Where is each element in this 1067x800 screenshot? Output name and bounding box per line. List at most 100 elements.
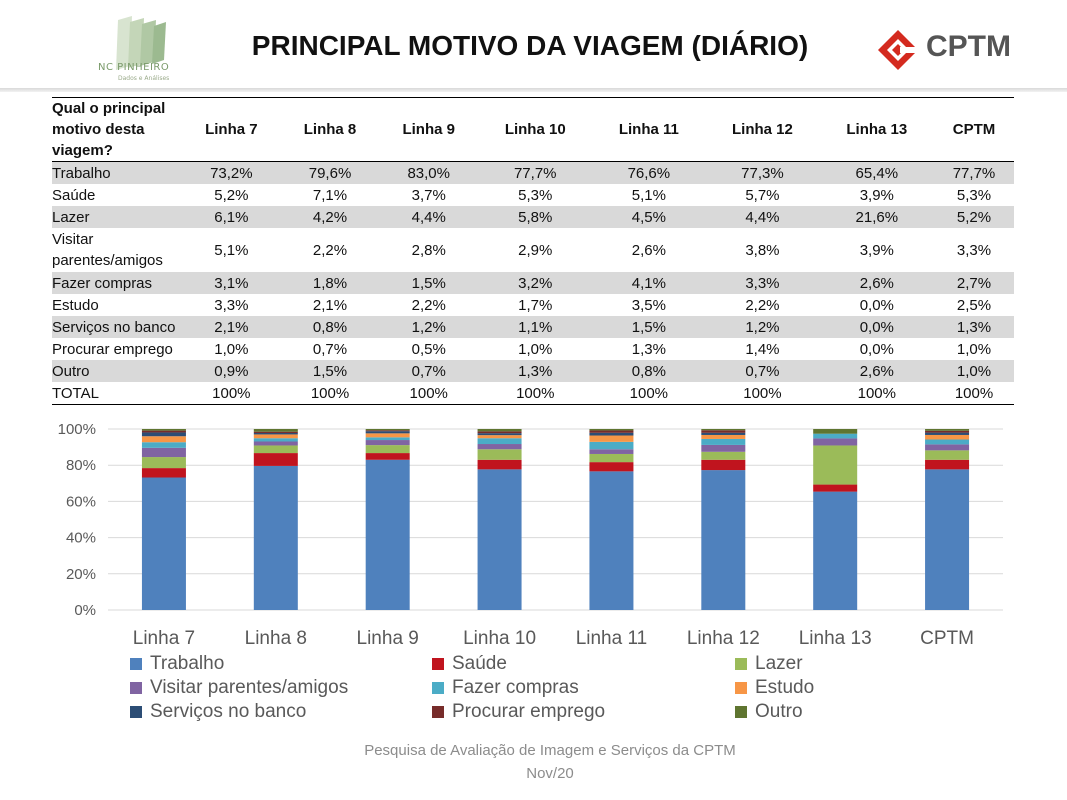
bar-segment bbox=[365, 430, 410, 432]
y-tick-label: 40% bbox=[66, 530, 96, 547]
table-row: Estudo 3,3% 2,1% 2,2% 1,7% 3,5% 2,2% 0,0% 2,5% bbox=[52, 294, 1014, 316]
legend-swatch bbox=[130, 682, 142, 694]
table-cell: 100% bbox=[705, 382, 820, 405]
bar-segment bbox=[701, 430, 746, 433]
bar-segment bbox=[701, 444, 746, 452]
table-cell: 1,3% bbox=[631, 340, 666, 358]
bar-segment bbox=[589, 432, 634, 436]
table-cell: 4,2% bbox=[280, 206, 380, 228]
row-label: TOTAL bbox=[52, 382, 182, 405]
table-cell: 2,1% bbox=[312, 296, 348, 314]
col-header: Linha 10 bbox=[478, 97, 593, 162]
table-cell: 5,2% bbox=[934, 206, 1014, 228]
table-cell: 3,2% bbox=[478, 272, 593, 294]
bar-segment bbox=[925, 450, 970, 460]
row-label: Saúde bbox=[52, 186, 96, 204]
bar-segment bbox=[477, 444, 522, 450]
table-row: TOTAL 100% 100% 100% 100% 100% 100% 100% 100% bbox=[52, 382, 1014, 405]
x-tick-label: Linha 10 bbox=[463, 628, 536, 649]
legend-swatch bbox=[432, 658, 444, 670]
bar-segment bbox=[589, 430, 634, 433]
x-tick-label: Linha 9 bbox=[357, 628, 419, 649]
legend-label: Serviços no banco bbox=[150, 701, 307, 722]
bar-segment bbox=[589, 441, 634, 450]
row-label: Estudo bbox=[52, 296, 99, 314]
row-label: Trabalho bbox=[52, 161, 182, 184]
table-row: Trabalho 73,2% 79,6% 83,0% 77,7% 76,6% 77,3% 65… bbox=[52, 161, 1014, 184]
bar-segment bbox=[253, 465, 298, 610]
table-cell: 100% bbox=[819, 382, 934, 405]
table-cell: 4,1% bbox=[592, 272, 706, 294]
table-cell: 1,4% bbox=[745, 340, 780, 358]
table-cell: 2,8% bbox=[411, 241, 446, 259]
table-cell: 2,5% bbox=[956, 296, 992, 314]
page-title: PRINCIPAL MOTIVO DA VIAGEM (DIÁRIO) bbox=[251, 30, 809, 61]
table-cell: 100% bbox=[182, 382, 281, 405]
bar-segment bbox=[925, 439, 970, 445]
bar-segment bbox=[253, 445, 298, 454]
table-cell: 77,7% bbox=[934, 161, 1014, 184]
bar-segment bbox=[253, 441, 298, 446]
logo-left-subtitle: Dados e Análises bbox=[118, 75, 170, 82]
legend-label: Fazer compras bbox=[452, 677, 579, 698]
bar-segment bbox=[477, 459, 522, 470]
table-cell: 1,0% bbox=[214, 340, 249, 358]
table-cell: 5,1% bbox=[631, 186, 666, 204]
bar-segment bbox=[589, 462, 634, 472]
table-cell: 1,3% bbox=[478, 360, 593, 382]
bar-segment bbox=[701, 429, 746, 431]
bar-segment bbox=[141, 468, 186, 478]
table-row: Fazer compras 3,1% 1,8% 1,5% 3,2% 4,1% 3,3% 2,6… bbox=[52, 272, 1014, 294]
bar-segment bbox=[589, 471, 634, 610]
nc-pinheiro-logo bbox=[116, 16, 166, 70]
table-cell: 0,9% bbox=[182, 360, 281, 382]
table-row: Visitar parentes/amigos 5,1% 2,2% 2,8% 2,9% 2… bbox=[52, 228, 1014, 272]
y-tick-label: 60% bbox=[66, 493, 96, 510]
table-header-row: Qual o principal motivo desta viagem? Li… bbox=[52, 97, 1014, 162]
table-cell: 3,5% bbox=[631, 296, 666, 314]
table-cell: 2,2% bbox=[411, 296, 446, 314]
bar-segment bbox=[701, 459, 746, 471]
bar-segment bbox=[141, 477, 186, 610]
bar-segment bbox=[925, 432, 970, 435]
y-tick-label: 100% bbox=[58, 421, 96, 438]
bar-segment bbox=[365, 440, 410, 446]
bar-segment bbox=[477, 431, 522, 434]
table-cell: 100% bbox=[592, 382, 706, 405]
bar-segment bbox=[365, 453, 410, 460]
row-label: Lazer bbox=[52, 206, 182, 228]
table-cell: 1,7% bbox=[518, 296, 553, 314]
legend-swatch bbox=[130, 658, 142, 670]
table-cell: 2,7% bbox=[934, 272, 1014, 294]
col-header: Linha 11 bbox=[592, 97, 706, 162]
row-label: Serviços no banco bbox=[52, 316, 182, 338]
legend-label: Outro bbox=[755, 701, 803, 722]
table-cell: 0,0% bbox=[819, 316, 934, 338]
bar-segment bbox=[477, 438, 522, 445]
bar-segment bbox=[365, 433, 410, 438]
legend-item: Visitar parentes/amigos bbox=[130, 676, 348, 700]
table-cell: 5,8% bbox=[478, 206, 593, 228]
logo-left-text: NC PINHEIRO bbox=[98, 62, 170, 73]
table-cell: 3,1% bbox=[182, 272, 281, 294]
table-cell: 3,3% bbox=[214, 296, 249, 314]
chart-legend: Trabalho Saúde Lazer Visitar parentes/amigo… bbox=[130, 652, 1030, 727]
legend-item: Saúde bbox=[432, 652, 507, 676]
bar-segment bbox=[365, 459, 410, 610]
table-cell: 1,2% bbox=[379, 316, 479, 338]
bar-segment bbox=[365, 431, 410, 434]
bar-segment bbox=[253, 438, 298, 442]
table-cell: 5,3% bbox=[956, 186, 992, 204]
row-label: Fazer compras bbox=[52, 272, 182, 294]
bar-segment bbox=[477, 433, 522, 436]
table-cell: 2,2% bbox=[312, 241, 348, 259]
table-cell: 83,0% bbox=[379, 161, 479, 184]
legend-item: Serviços no banco bbox=[130, 700, 306, 724]
col-header: Linha 13 bbox=[819, 97, 934, 162]
table-cell: 0,0% bbox=[859, 296, 894, 314]
legend-swatch bbox=[735, 658, 747, 670]
table-cell: 3,3% bbox=[956, 241, 992, 259]
cptm-logo-text: CPTM bbox=[926, 30, 1011, 63]
bar-segment bbox=[141, 457, 186, 469]
table-cell: 100% bbox=[280, 382, 380, 405]
